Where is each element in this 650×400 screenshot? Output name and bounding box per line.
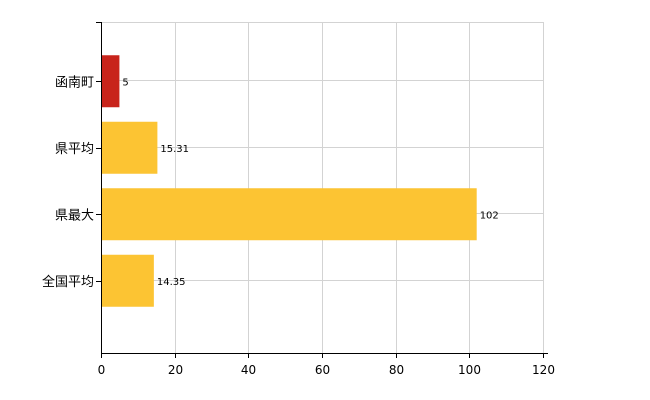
data-label-1: 5 (122, 77, 128, 88)
x-tick-label: 100 (458, 363, 481, 377)
data-label-2: 15.31 (160, 144, 189, 155)
x-tick-label: 0 (98, 363, 106, 377)
x-tick-label: 40 (241, 363, 256, 377)
bar-layer (101, 55, 477, 307)
x-tick-label: 120 (532, 363, 555, 377)
category-label-4: 全国平均 (42, 274, 94, 290)
x-tick-label: 20 (168, 363, 183, 377)
bar-1 (101, 55, 120, 108)
bar-2 (101, 121, 158, 174)
label-layer: 5 函南町 15.31 県平均 102 県最大 14.35 全国平均 0 20 40 60 80 100 1… (42, 74, 555, 377)
data-label-3: 102 (480, 210, 499, 221)
x-tick-label: 80 (389, 363, 404, 377)
category-label-2: 県平均 (55, 142, 94, 157)
category-label-3: 県最大 (55, 208, 94, 223)
x-tick-label: 60 (315, 363, 330, 377)
grid-layer (101, 22, 544, 353)
data-label-4: 14.35 (157, 277, 186, 288)
bar-3 (101, 188, 477, 241)
axis-layer (96, 22, 548, 358)
category-label-1: 函南町 (55, 74, 94, 90)
bar-4 (101, 254, 154, 307)
